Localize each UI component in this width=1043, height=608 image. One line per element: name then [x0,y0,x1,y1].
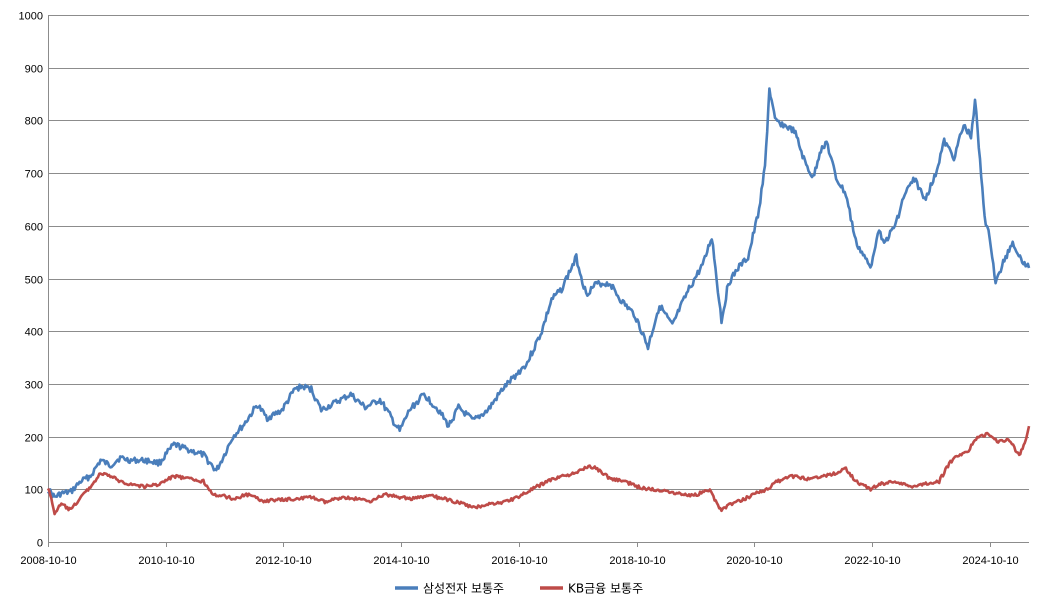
y-tick-label: 500 [25,275,43,287]
y-tick-label: 100 [25,485,43,497]
gridlines [48,15,1029,543]
x-tick-label: 2012-10-10 [255,555,311,567]
x-tick-label: 2022-10-10 [844,555,900,567]
x-tick-label: 2024-10-10 [962,555,1018,567]
y-tick-label: 0 [37,538,43,550]
x-axis: 2008-10-10 2010-10-10 2012-10-10 2014-10-10… [20,542,1029,567]
legend-label: KB금융 보통주 [568,582,643,596]
x-tick-label: 2020-10-10 [726,555,782,567]
y-axis: 0 100 200 300 400 500 600 700 800 900 1000 [19,11,49,550]
y-tick-label: 800 [25,116,43,128]
y-tick-label: 400 [25,327,43,339]
series-line-kb [46,425,1031,516]
x-tick-label: 2018-10-10 [609,555,665,567]
series-lines [46,87,1031,516]
legend-label: 삼성전자 보통주 [423,582,504,596]
y-tick-label: 700 [25,169,43,181]
x-tick-label: 2016-10-10 [491,555,547,567]
x-tick-label: 2014-10-10 [373,555,429,567]
y-tick-label: 300 [25,380,43,392]
legend: 삼성전자 보통주 KB금융 보통주 [395,582,643,596]
legend-item: KB금융 보통주 [540,582,643,596]
series-line-samsung [46,87,1031,499]
y-tick-label: 600 [25,222,43,234]
x-tick-label: 2010-10-10 [138,555,194,567]
y-tick-label: 900 [25,64,43,76]
y-tick-label: 1000 [19,11,43,23]
legend-item: 삼성전자 보통주 [395,582,504,596]
x-tick-label: 2008-10-10 [20,555,76,567]
y-tick-label: 200 [25,433,43,445]
